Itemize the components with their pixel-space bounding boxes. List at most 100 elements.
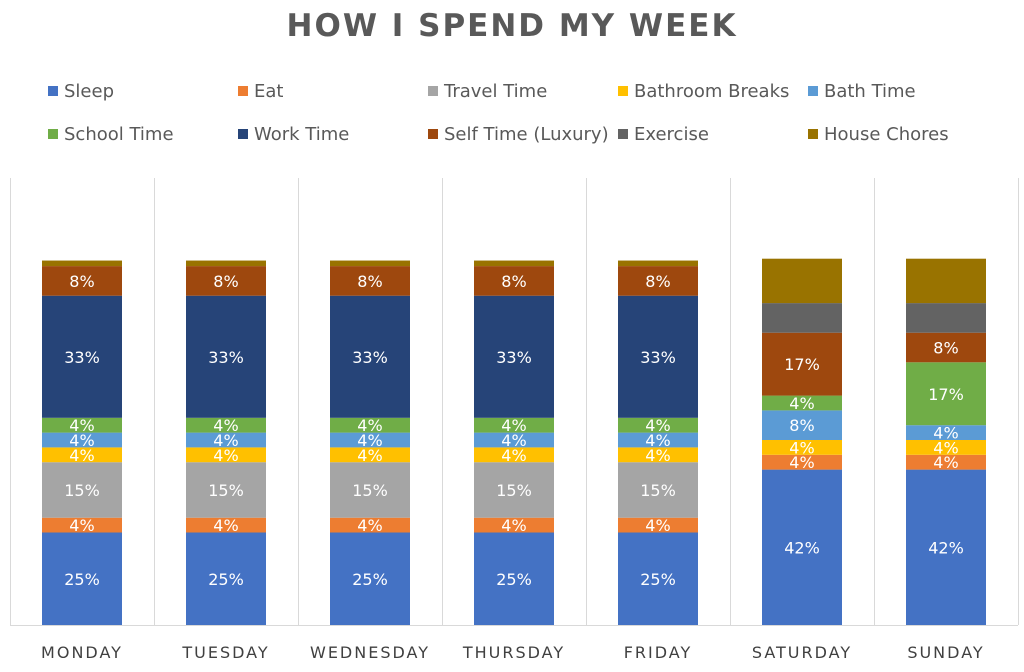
- bar-segment-sleep: [330, 532, 410, 625]
- bar-segment-eat: [906, 454, 986, 470]
- bar-segment-self-time-luxury: [186, 266, 266, 296]
- data-label: 17%: [928, 385, 964, 404]
- data-label: 4%: [933, 424, 958, 443]
- data-label: 4%: [357, 416, 382, 435]
- bar-segment-bath-time: [906, 425, 986, 440]
- legend-swatch: [238, 86, 248, 96]
- bar-segment-bathroom-breaks: [330, 447, 410, 463]
- legend-item-eat: Eat: [238, 79, 283, 103]
- bar-segment-work-time: [42, 295, 122, 418]
- legend-swatch: [238, 129, 248, 139]
- data-label: 15%: [208, 481, 244, 500]
- legend-label: Travel Time: [444, 80, 548, 102]
- data-label: 8%: [357, 272, 382, 291]
- bar-segment-house-chores: [474, 260, 554, 267]
- data-label: 33%: [640, 348, 676, 367]
- bar-segment-self-time-luxury: [618, 266, 698, 296]
- data-label: 8%: [69, 272, 94, 291]
- bar-segment-bath-time: [618, 432, 698, 448]
- data-label: 4%: [213, 446, 238, 465]
- bar-segment-bath-time: [42, 432, 122, 448]
- bar-segment-bathroom-breaks: [762, 440, 842, 455]
- bar-segment-travel-time: [42, 462, 122, 518]
- bar-segment-house-chores: [762, 258, 842, 304]
- data-label: 4%: [789, 394, 814, 413]
- legend-swatch: [428, 129, 438, 139]
- bar-segment-bathroom-breaks: [186, 447, 266, 463]
- x-tick-label: SATURDAY: [752, 643, 852, 662]
- bar-segment-travel-time: [618, 462, 698, 518]
- bar-stack-wednesday: 25%4%15%4%4%4%33%8%: [330, 260, 410, 625]
- legend-label: Bathroom Breaks: [634, 80, 790, 102]
- legend-label: Self Time (Luxury): [444, 123, 609, 145]
- bar-segment-self-time-luxury: [762, 332, 842, 396]
- legend-label: School Time: [64, 123, 174, 145]
- data-label: 4%: [501, 431, 526, 450]
- x-tick-label: FRIDAY: [624, 643, 693, 662]
- bar-segment-travel-time: [186, 462, 266, 518]
- bar-segment-school-time: [906, 362, 986, 426]
- data-label: 25%: [496, 570, 532, 589]
- legend-item-bathroom-breaks: Bathroom Breaks: [618, 79, 789, 103]
- bar-segment-work-time: [330, 295, 410, 418]
- data-label: 8%: [213, 272, 238, 291]
- legend-item-bath-time: Bath Time: [808, 79, 916, 103]
- legend-label: House Chores: [824, 123, 949, 145]
- legend-label: Exercise: [634, 123, 709, 145]
- data-label: 4%: [933, 453, 958, 472]
- x-tick-label: MONDAY: [41, 643, 123, 662]
- legend-item-sleep: Sleep: [48, 79, 114, 103]
- data-label: 4%: [69, 416, 94, 435]
- data-label: 4%: [213, 416, 238, 435]
- data-label: 33%: [496, 348, 532, 367]
- bar-segment-bathroom-breaks: [618, 447, 698, 463]
- legend-swatch: [618, 86, 628, 96]
- bar-segment-sleep: [186, 532, 266, 625]
- data-label: 4%: [357, 431, 382, 450]
- bar-segment-bath-time: [474, 432, 554, 448]
- bar-segment-self-time-luxury: [906, 332, 986, 363]
- data-label: 17%: [784, 355, 820, 374]
- bar-segment-work-time: [186, 295, 266, 418]
- bar-segment-sleep: [474, 532, 554, 625]
- bar-stack-saturday: 42%4%4%8%4%17%: [762, 258, 842, 625]
- bar-segment-school-time: [186, 417, 266, 433]
- data-label: 25%: [640, 570, 676, 589]
- x-tick-label: SUNDAY: [907, 643, 984, 662]
- legend-swatch: [808, 129, 818, 139]
- bar-segment-sleep: [42, 532, 122, 625]
- data-label: 4%: [501, 416, 526, 435]
- legend-label: Sleep: [64, 80, 115, 102]
- bar-segment-school-time: [762, 395, 842, 411]
- data-label: 33%: [64, 348, 100, 367]
- legend-item-work-time: Work Time: [238, 122, 349, 146]
- bar-segment-bath-time: [762, 410, 842, 440]
- bar-segment-sleep: [906, 469, 986, 625]
- data-label: 4%: [645, 516, 670, 535]
- bar-segment-exercise: [762, 303, 842, 333]
- bar-segment-eat: [618, 517, 698, 533]
- bar-stack-friday: 25%4%15%4%4%4%33%8%: [618, 260, 698, 625]
- bar-segment-sleep: [618, 532, 698, 625]
- legend-swatch: [48, 129, 58, 139]
- data-label: 4%: [789, 438, 814, 457]
- data-label: 4%: [789, 453, 814, 472]
- bar-segment-self-time-luxury: [330, 266, 410, 296]
- data-label: 4%: [501, 446, 526, 465]
- legend-label: Bath Time: [824, 80, 916, 102]
- data-label: 33%: [208, 348, 244, 367]
- x-tick-label: THURSDAY: [462, 643, 565, 662]
- data-label: 25%: [64, 570, 100, 589]
- x-tick-label: TUESDAY: [181, 643, 269, 662]
- bar-segment-school-time: [474, 417, 554, 433]
- bar-segment-bath-time: [186, 432, 266, 448]
- data-label: 15%: [496, 481, 532, 500]
- bar-segment-school-time: [330, 417, 410, 433]
- data-label: 15%: [640, 481, 676, 500]
- data-label: 4%: [357, 516, 382, 535]
- bar-segment-bath-time: [330, 432, 410, 448]
- bar-segment-house-chores: [186, 260, 266, 267]
- legend-item-school-time: School Time: [48, 122, 174, 146]
